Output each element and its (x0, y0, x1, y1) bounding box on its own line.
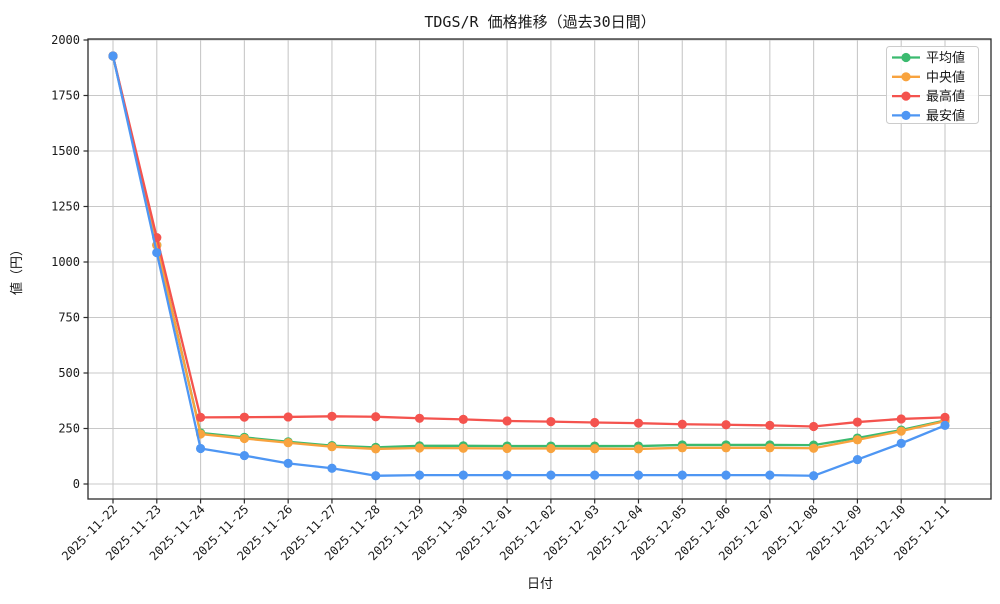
data-point-最高値 (765, 420, 775, 430)
data-point-最高値 (195, 412, 206, 422)
grid-lines (88, 39, 991, 499)
data-point-最安値 (546, 470, 556, 480)
data-point-最安値 (414, 470, 425, 480)
data-point-中央値 (896, 426, 906, 436)
data-point-最高値 (414, 413, 425, 423)
data-point-最高値 (721, 420, 731, 430)
data-point-最安値 (458, 470, 468, 480)
x-axis-label: 日付 (527, 577, 553, 592)
data-point-中央値 (677, 443, 687, 453)
data-point-中央値 (852, 435, 863, 445)
data-point-中央値 (721, 443, 731, 453)
data-point-中央値 (414, 443, 425, 453)
data-point-最高値 (283, 412, 293, 422)
legend-item-label: 最安値 (926, 108, 965, 124)
y-tick-label: 1500 (51, 144, 80, 158)
data-point-最高値 (239, 412, 249, 422)
series-line-平均値 (111, 55, 946, 449)
data-point-最安値 (371, 471, 381, 481)
data-point-最安値 (590, 470, 600, 480)
series-line-最高値 (111, 55, 946, 428)
y-tick-label: 1000 (51, 255, 80, 269)
y-tick-label: 250 (58, 422, 80, 436)
data-point-最安値 (152, 248, 162, 258)
data-series (108, 51, 950, 481)
data-point-最高値 (940, 412, 950, 422)
data-point-最安値 (765, 470, 775, 480)
data-point-最高値 (809, 421, 819, 432)
legend-item-label: 平均値 (926, 50, 965, 66)
data-point-最安値 (633, 470, 644, 480)
data-point-中央値 (327, 442, 337, 452)
data-point-最安値 (502, 470, 512, 480)
y-axis-label: 値（円） (9, 243, 25, 295)
data-point-最安値 (195, 443, 206, 454)
data-point-中央値 (458, 443, 468, 453)
data-point-中央値 (809, 443, 819, 453)
series-line-最安値 (111, 55, 946, 477)
data-point-中央値 (371, 444, 381, 454)
y-tick-label: 500 (58, 366, 80, 380)
legend-item-label: 最高値 (926, 89, 965, 105)
data-point-中央値 (765, 443, 775, 453)
data-point-中央値 (239, 433, 249, 444)
series-line-中央値 (111, 55, 946, 451)
legend-marker-dot (901, 72, 911, 82)
data-point-中央値 (546, 443, 556, 454)
data-point-最安値 (721, 470, 731, 480)
legend-marker-dot (901, 52, 911, 63)
data-point-最安値 (809, 471, 819, 481)
chart-title: TDGS/R 価格推移（過去30日間） (424, 13, 655, 31)
data-point-最高値 (502, 416, 512, 426)
data-point-最高値 (327, 411, 337, 421)
plot-border (87, 38, 992, 500)
legend-item-label: 中央値 (926, 69, 965, 85)
data-point-最高値 (633, 418, 644, 428)
data-point-最高値 (458, 414, 468, 424)
data-point-最安値 (677, 470, 687, 480)
data-point-最高値 (677, 419, 687, 429)
data-point-最安値 (852, 454, 863, 465)
data-point-最安値 (283, 458, 293, 468)
y-tick-label: 2000 (51, 33, 80, 47)
data-point-中央値 (633, 444, 644, 454)
legend-marker-dot (901, 110, 911, 120)
data-point-最安値 (896, 438, 906, 448)
data-point-最高値 (371, 412, 381, 422)
y-tick-label: 750 (58, 311, 80, 325)
data-point-中央値 (590, 444, 600, 454)
data-point-最高値 (546, 417, 556, 427)
data-point-最高値 (590, 417, 600, 428)
legend-marker-dot (901, 91, 911, 101)
y-tick-label: 1250 (51, 200, 80, 214)
data-point-最安値 (327, 463, 337, 473)
data-point-最安値 (940, 420, 950, 430)
data-point-最安値 (108, 51, 118, 61)
data-point-最高値 (896, 414, 906, 424)
y-tick-label: 1750 (51, 89, 80, 103)
data-point-中央値 (283, 438, 293, 448)
y-tick-label: 0 (73, 477, 80, 491)
data-point-中央値 (502, 443, 512, 454)
data-point-最安値 (239, 450, 249, 461)
data-point-最高値 (852, 417, 863, 427)
legend-box (886, 46, 979, 124)
